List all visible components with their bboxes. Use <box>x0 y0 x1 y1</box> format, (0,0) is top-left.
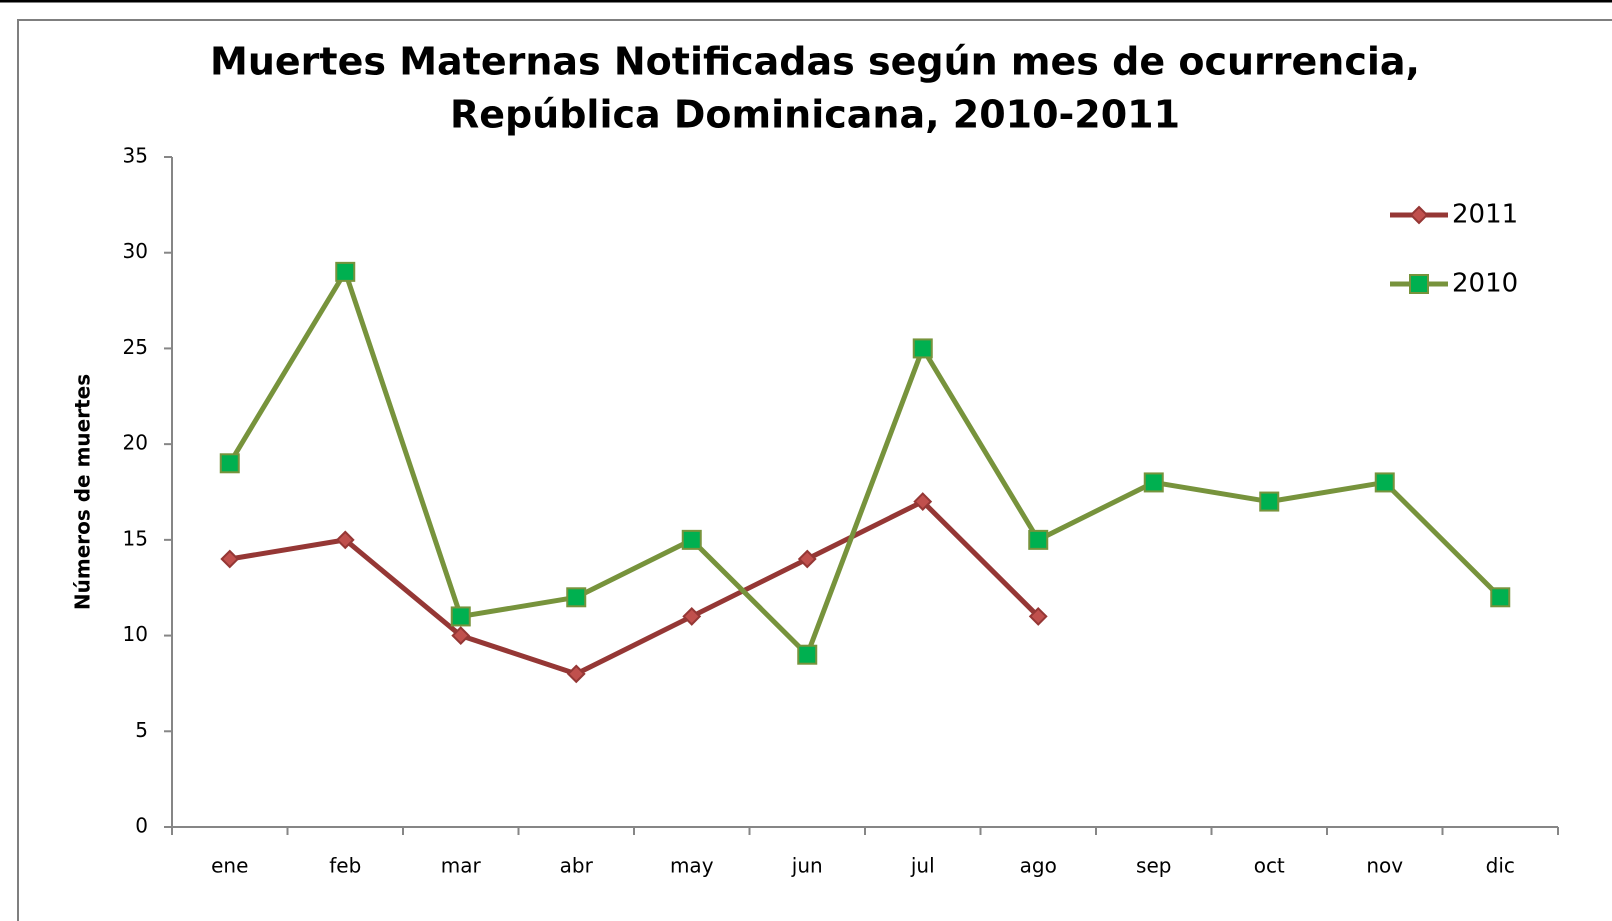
data-point <box>1143 472 1164 493</box>
data-point <box>566 587 587 608</box>
x-tick-label: oct <box>1254 854 1285 878</box>
y-tick-label: 15 <box>123 526 148 550</box>
y-tick-label: 20 <box>123 431 148 455</box>
data-point <box>797 549 817 569</box>
x-tick-label: abr <box>560 854 594 878</box>
data-point <box>1028 607 1048 626</box>
data-point <box>682 607 702 626</box>
legend-label: 2010 <box>1452 269 1518 299</box>
x-tick-label: feb <box>329 854 361 878</box>
data-point <box>1259 491 1280 512</box>
x-tick-label: jul <box>910 854 935 878</box>
y-tick-label: 5 <box>135 718 148 742</box>
chart-title: Muertes Maternas Notificadas según mes d… <box>210 40 1420 84</box>
data-point <box>797 644 818 665</box>
x-tick-label: may <box>670 854 714 878</box>
y-tick-label: 30 <box>123 239 148 263</box>
legend-label: 2011 <box>1452 200 1518 230</box>
x-tick-label: mar <box>441 854 482 878</box>
data-point <box>335 530 355 550</box>
series-line <box>229 499 1041 677</box>
y-tick-label: 10 <box>123 622 148 646</box>
chart-border <box>17 19 1612 921</box>
data-point <box>1374 472 1395 493</box>
x-tick-label: jun <box>791 854 823 878</box>
series-line <box>227 269 1503 658</box>
x-tick-label: ago <box>1020 854 1057 878</box>
data-point <box>219 453 240 474</box>
legend-marker <box>1409 205 1429 225</box>
data-point <box>912 338 933 359</box>
data-point <box>913 492 933 511</box>
data-point <box>451 626 471 645</box>
y-axis-label: Números de muertes <box>71 374 95 610</box>
data-point <box>450 606 471 627</box>
x-tick-label: ene <box>211 854 248 878</box>
legend-marker <box>1409 274 1429 294</box>
data-point <box>1490 587 1511 608</box>
data-point <box>566 664 586 684</box>
chart-title: República Dominicana, 2010-2011 <box>450 93 1180 137</box>
data-point <box>220 549 240 569</box>
y-tick-label: 35 <box>123 144 148 168</box>
data-point <box>681 529 702 550</box>
data-point <box>335 261 356 282</box>
y-tick-label: 25 <box>123 335 148 359</box>
x-tick-label: nov <box>1366 854 1403 878</box>
x-tick-label: sep <box>1136 854 1171 878</box>
y-tick-label: 0 <box>135 814 148 838</box>
x-tick-label: dic <box>1486 854 1515 878</box>
data-point <box>1028 529 1049 550</box>
